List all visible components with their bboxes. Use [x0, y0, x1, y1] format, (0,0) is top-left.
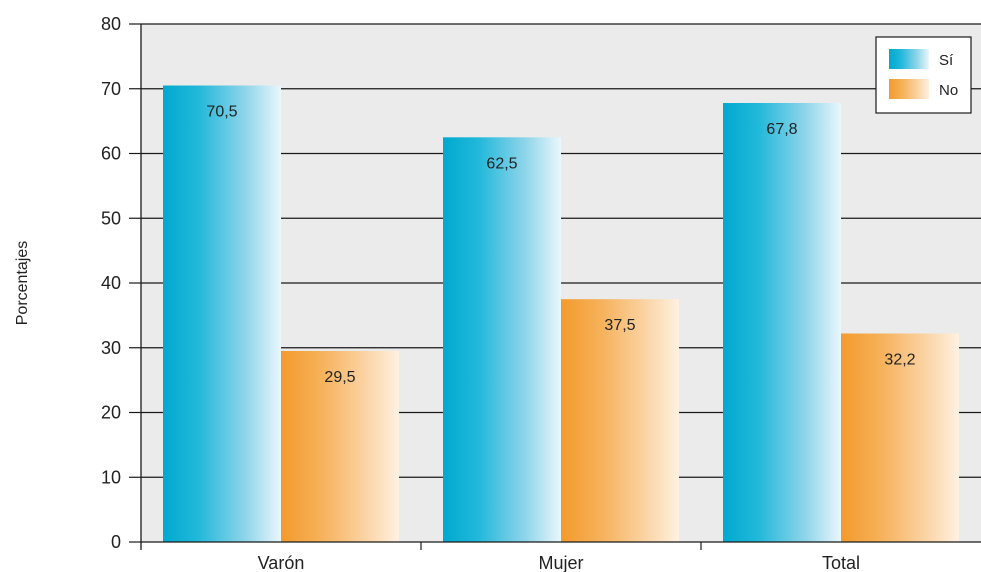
- y-tick-label-40: 40: [101, 273, 121, 293]
- data-label-varon-si: 70,5: [206, 104, 237, 121]
- bar-mujer-si: [443, 137, 561, 542]
- data-label-mujer-si: 62,5: [486, 155, 517, 172]
- legend-label-si: Sí: [939, 52, 954, 69]
- y-tick-label-20: 20: [101, 403, 121, 423]
- x-tick-label-total: Total: [822, 553, 860, 572]
- bar-varon-si: [163, 85, 281, 542]
- data-label-varon-no: 29,5: [324, 369, 355, 386]
- y-tick-label-60: 60: [101, 144, 121, 164]
- bar-mujer-no: [561, 299, 679, 542]
- data-label-mujer-no: 37,5: [604, 317, 635, 334]
- x-tick-label-mujer: Mujer: [538, 553, 583, 572]
- legend-swatch-si: [889, 49, 929, 69]
- legend: Sí No: [875, 36, 972, 114]
- bar-varon-no: [281, 350, 399, 542]
- bars: [163, 85, 959, 543]
- y-tick-label-30: 30: [101, 338, 121, 358]
- y-tick-label-70: 70: [101, 79, 121, 99]
- y-tick-label-80: 80: [101, 14, 121, 34]
- legend-label-no: No: [939, 82, 958, 99]
- data-label-total-no: 32,2: [884, 352, 915, 369]
- y-tick-label-0: 0: [111, 532, 121, 552]
- bar-total-si: [723, 102, 841, 543]
- bar-total-no: [841, 333, 959, 542]
- y-tick-label-10: 10: [101, 467, 121, 487]
- x-tick-label-varon: Varón: [258, 553, 305, 572]
- data-label-total-si: 67,8: [766, 121, 797, 138]
- value-labels: 70,5 29,5 62,5 37,5 67,8 32,2: [206, 104, 915, 386]
- legend-swatch-no: [889, 79, 929, 99]
- y-tick-label-50: 50: [101, 208, 121, 228]
- axes: 0 10 20 30 40 50 60 70 80 Varón Mujer Total: [101, 14, 981, 572]
- legend-box: [875, 36, 972, 114]
- y-axis-title: Porcentajes: [14, 241, 31, 326]
